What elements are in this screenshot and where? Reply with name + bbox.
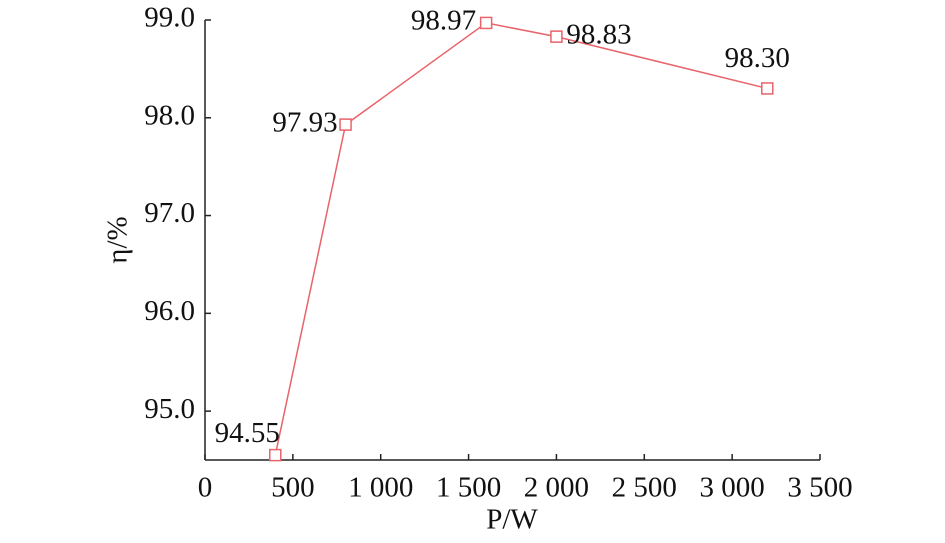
marker <box>339 118 352 131</box>
data-label: 94.55 <box>215 417 280 449</box>
x-axis-title: P/W <box>486 504 538 536</box>
marker <box>761 82 774 95</box>
data-label: 97.93 <box>272 106 337 138</box>
marker <box>479 16 493 30</box>
x-tick-label: 2 500 <box>612 472 677 504</box>
marker <box>269 448 282 462</box>
y-axis-title: η/% <box>102 216 134 263</box>
x-tick-label: 500 <box>271 472 315 504</box>
marker <box>550 30 563 43</box>
y-tick-label: 98.0 <box>144 99 195 131</box>
x-tick-label: 2 000 <box>524 472 589 504</box>
data-label: 98.97 <box>411 5 476 37</box>
y-tick-label: 95.0 <box>144 393 195 425</box>
x-tick-label: 1 500 <box>436 472 501 504</box>
y-tick-label: 97.0 <box>144 197 195 229</box>
x-tick-label: 3 000 <box>700 472 765 504</box>
series-line <box>274 22 768 456</box>
y-tick-label: 96.0 <box>144 295 195 327</box>
x-tick-label: 0 <box>198 472 213 504</box>
data-label: 98.83 <box>566 18 631 50</box>
data-label: 98.30 <box>725 42 790 74</box>
x-tick-label: 1 000 <box>348 472 413 504</box>
x-tick-label: 3 500 <box>787 472 852 504</box>
y-tick-label: 99.0 <box>144 2 195 34</box>
